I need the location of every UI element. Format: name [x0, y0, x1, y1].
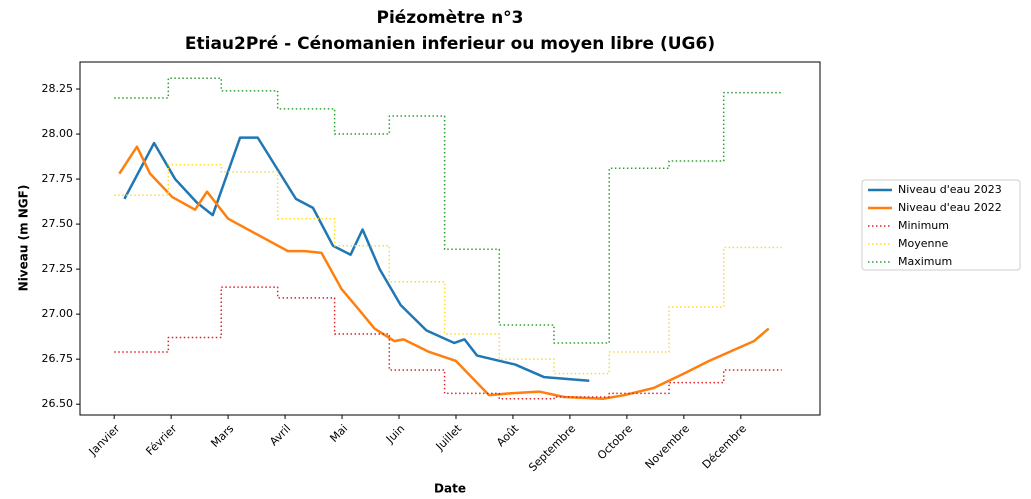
x-tick-label: Août: [494, 422, 522, 450]
y-tick-label: 27.50: [42, 217, 74, 230]
x-tick-label: Mai: [327, 422, 350, 445]
y-tick-label: 27.75: [42, 172, 74, 185]
x-tick-label: Janvier: [86, 422, 123, 459]
x-tick-label: Février: [143, 422, 179, 458]
legend-box: [861, 179, 1021, 271]
series-line: [118, 145, 770, 401]
legend-label: Moyenne: [898, 237, 948, 250]
x-tick-label: Décembre: [700, 422, 750, 472]
legend-label: Niveau d'eau 2022: [898, 201, 1002, 214]
x-axis-label: Date: [434, 482, 466, 496]
x-tick-label: Septembre: [526, 422, 578, 474]
chart-title: Piézomètre n°3: [376, 8, 523, 28]
x-tick-label: Juillet: [433, 422, 465, 454]
y-tick-label: 26.50: [42, 397, 74, 410]
legend-label: Minimum: [898, 219, 949, 232]
y-tick-label: 26.75: [42, 352, 74, 365]
x-tick-label: Juin: [383, 422, 407, 446]
x-tick-label: Novembre: [643, 422, 693, 472]
legend-label: Niveau d'eau 2023: [898, 183, 1002, 196]
x-tick-label: Octobre: [595, 422, 635, 462]
x-tick-label: Mars: [208, 422, 236, 450]
y-tick-label: 28.25: [42, 82, 74, 95]
chart-subtitle: Etiau2Pré - Cénomanien inferieur ou moye…: [185, 34, 715, 54]
legend-label: Maximum: [898, 255, 952, 268]
series-line: [123, 136, 590, 383]
plot-frame: [79, 61, 821, 416]
y-tick-label: 28.00: [42, 127, 74, 140]
series-line: [114, 163, 782, 375]
series-line: [114, 77, 782, 344]
x-tick-label: Avril: [267, 422, 293, 448]
series-line: [114, 286, 782, 400]
y-tick-label: 27.00: [42, 307, 74, 320]
y-axis-label: Niveau (m NGF): [17, 185, 31, 292]
y-tick-label: 27.25: [42, 262, 74, 275]
